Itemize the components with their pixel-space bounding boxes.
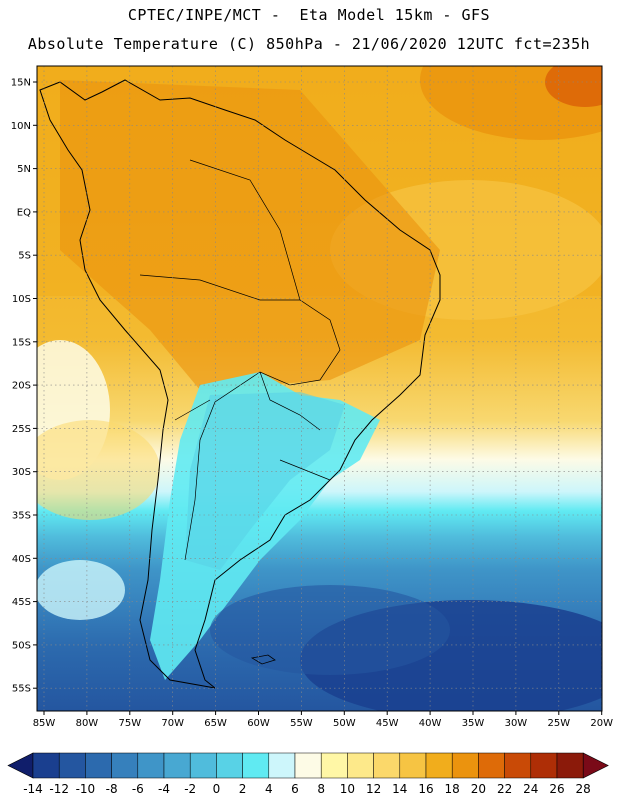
lat-tick-label: 50S bbox=[12, 640, 31, 651]
colorbar-swatch bbox=[189, 752, 217, 779]
colorbar-swatch bbox=[242, 752, 270, 779]
colorbar-swatch bbox=[504, 752, 532, 779]
colorbar-label: -8 bbox=[106, 782, 118, 796]
colorbar-swatch bbox=[347, 752, 374, 779]
lon-tick-label: 40W bbox=[419, 718, 442, 729]
lat-tick-label: 15S bbox=[12, 337, 31, 348]
colorbar-label: 26 bbox=[549, 782, 564, 796]
south-america-outline bbox=[39, 79, 441, 689]
colorbar-swatch bbox=[268, 752, 296, 779]
country-borders bbox=[139, 159, 341, 561]
lat-tick-label: 40S bbox=[12, 554, 31, 565]
colorbar-swatch bbox=[294, 752, 322, 779]
falkland-islands bbox=[250, 654, 276, 665]
lon-tick-label: 60W bbox=[247, 718, 270, 729]
lat-tick-label: 20S bbox=[12, 381, 31, 392]
colorbar-swatch bbox=[556, 752, 584, 779]
colorbar-swatch bbox=[478, 752, 505, 779]
colorbar-label: -2 bbox=[184, 782, 196, 796]
colorbar-swatch bbox=[399, 752, 427, 779]
colorbar-label: 8 bbox=[317, 782, 325, 796]
lat-tick-label: 10N bbox=[11, 121, 31, 132]
colorbar-label: -12 bbox=[49, 782, 69, 796]
lon-tick-label: 85W bbox=[33, 718, 56, 729]
lon-tick-label: 25W bbox=[547, 718, 570, 729]
colorbar-label: 4 bbox=[265, 782, 273, 796]
colorbar-swatch bbox=[163, 752, 191, 779]
lat-tick-label: 5N bbox=[17, 164, 31, 175]
lon-tick-label: 50W bbox=[333, 718, 356, 729]
colorbar-label: -6 bbox=[132, 782, 144, 796]
map-title-line1: CPTEC/INPE/MCT - Eta Model 15km - GFS bbox=[127, 6, 491, 24]
lon-tick-label: 80W bbox=[76, 718, 99, 729]
lon-tick-label: 20W bbox=[590, 718, 613, 729]
lat-tick-label: EQ bbox=[17, 207, 31, 218]
lat-tick-label: 25S bbox=[12, 424, 31, 435]
colorbar-label: -4 bbox=[158, 782, 170, 796]
colorbar-swatch bbox=[216, 752, 243, 779]
colorbar-label: 16 bbox=[418, 782, 433, 796]
colorbar-label: 0 bbox=[213, 782, 221, 796]
colorbar-label: 6 bbox=[291, 782, 299, 796]
colorbar-label: 28 bbox=[576, 782, 591, 796]
colorbar-label: 22 bbox=[497, 782, 512, 796]
colorbar-label: 2 bbox=[239, 782, 247, 796]
colorbar-label: 12 bbox=[366, 782, 381, 796]
colorbar-label: 24 bbox=[523, 782, 538, 796]
lat-tick-label: 30S bbox=[12, 467, 31, 478]
lat-tick-label: 55S bbox=[12, 684, 31, 695]
lat-tick-label: 5S bbox=[18, 251, 31, 262]
lon-tick-label: 70W bbox=[161, 718, 184, 729]
colorbar-swatch bbox=[451, 752, 479, 779]
colorbar-swatch bbox=[425, 752, 453, 779]
latitude-labels: 15N 10N 5N EQ 5S 10S 15S 20S 25S 30S 35S 40S 45S 50S 5… bbox=[11, 78, 37, 695]
lon-tick-label: 45W bbox=[376, 718, 399, 729]
colorbar-swatch bbox=[373, 752, 401, 779]
lon-tick-label: 35W bbox=[462, 718, 485, 729]
colorbar-swatch bbox=[320, 752, 348, 779]
colorbar-swatch bbox=[111, 752, 139, 779]
lat-tick-label: 15N bbox=[11, 78, 31, 89]
lon-tick-label: 65W bbox=[204, 718, 227, 729]
colorbar-label: -10 bbox=[76, 782, 96, 796]
colorbar-label: 18 bbox=[445, 782, 460, 796]
map-title-line2: Absolute Temperature (C) 850hPa - 21/06/… bbox=[27, 35, 591, 53]
colorbar-swatch bbox=[530, 752, 558, 779]
colorbar-high-arrow bbox=[582, 752, 609, 779]
colorbar-swatch bbox=[85, 752, 112, 779]
lon-tick-label: 30W bbox=[505, 718, 528, 729]
colorbar-label: 14 bbox=[392, 782, 407, 796]
colorbar-label: 10 bbox=[340, 782, 355, 796]
colorbar-swatch bbox=[32, 752, 60, 779]
map-frame bbox=[36, 65, 603, 712]
lat-tick-label: 10S bbox=[12, 294, 31, 305]
colorbar-label: 20 bbox=[471, 782, 486, 796]
temperature-field bbox=[37, 66, 602, 711]
colorbar-label: -14 bbox=[23, 782, 43, 796]
longitude-labels: 85W 80W 75W 70W 65W 60W 55W 50W 45W 40W 35W 30W 25W 2… bbox=[33, 711, 613, 729]
lat-tick-label: 35S bbox=[12, 511, 31, 522]
colorbar-low-arrow bbox=[7, 752, 34, 779]
lon-tick-label: 75W bbox=[118, 718, 141, 729]
lat-tick-label: 45S bbox=[12, 597, 31, 608]
colorbar: -14 -12 -10 -8 -6 -4 -2 0 2 4 6 8 10 12 14 16 18 20 22 24 26… bbox=[7, 752, 609, 796]
lon-tick-label: 55W bbox=[290, 718, 313, 729]
colorbar-swatch bbox=[58, 752, 86, 779]
colorbar-swatch bbox=[137, 752, 165, 779]
